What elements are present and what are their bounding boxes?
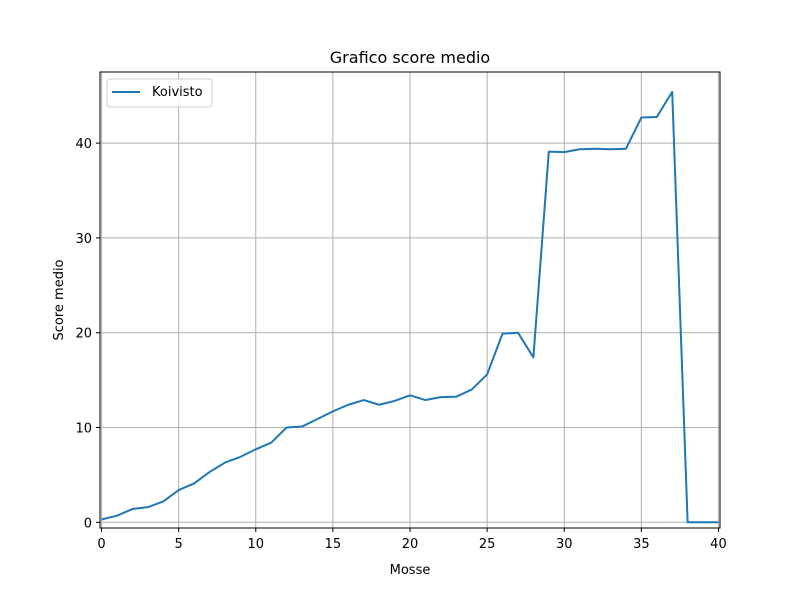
grid	[100, 72, 720, 528]
y-tick-label: 20	[75, 327, 92, 342]
x-tick-label: 35	[633, 537, 650, 552]
y-tick-label: 0	[84, 516, 92, 531]
x-tick-label: 30	[556, 537, 573, 552]
y-axis-label: Score medio	[52, 259, 67, 340]
x-tick-label: 10	[247, 537, 264, 552]
y-tick-label: 30	[75, 232, 92, 247]
x-tick-label: 5	[175, 537, 183, 552]
legend: Koivisto	[106, 78, 213, 108]
y-axis-ticks: 0 10 20 30 40	[75, 137, 100, 531]
x-axis-ticks: 0 5 10 15 20 25 30 35 40	[97, 528, 727, 552]
series-layer	[101, 90, 719, 524]
y-tick-label: 10	[75, 422, 92, 437]
x-tick-label: 25	[479, 537, 496, 552]
x-axis-label: Mosse	[390, 563, 431, 578]
x-tick-label: 20	[402, 537, 419, 552]
x-tick-label: 40	[710, 537, 727, 552]
legend-box	[106, 78, 213, 108]
legend-label: Koivisto	[152, 85, 203, 100]
chart-title: Grafico score medio	[330, 48, 490, 67]
x-tick-label: 0	[97, 537, 105, 552]
x-tick-label: 15	[325, 537, 342, 552]
y-tick-label: 40	[75, 137, 92, 152]
